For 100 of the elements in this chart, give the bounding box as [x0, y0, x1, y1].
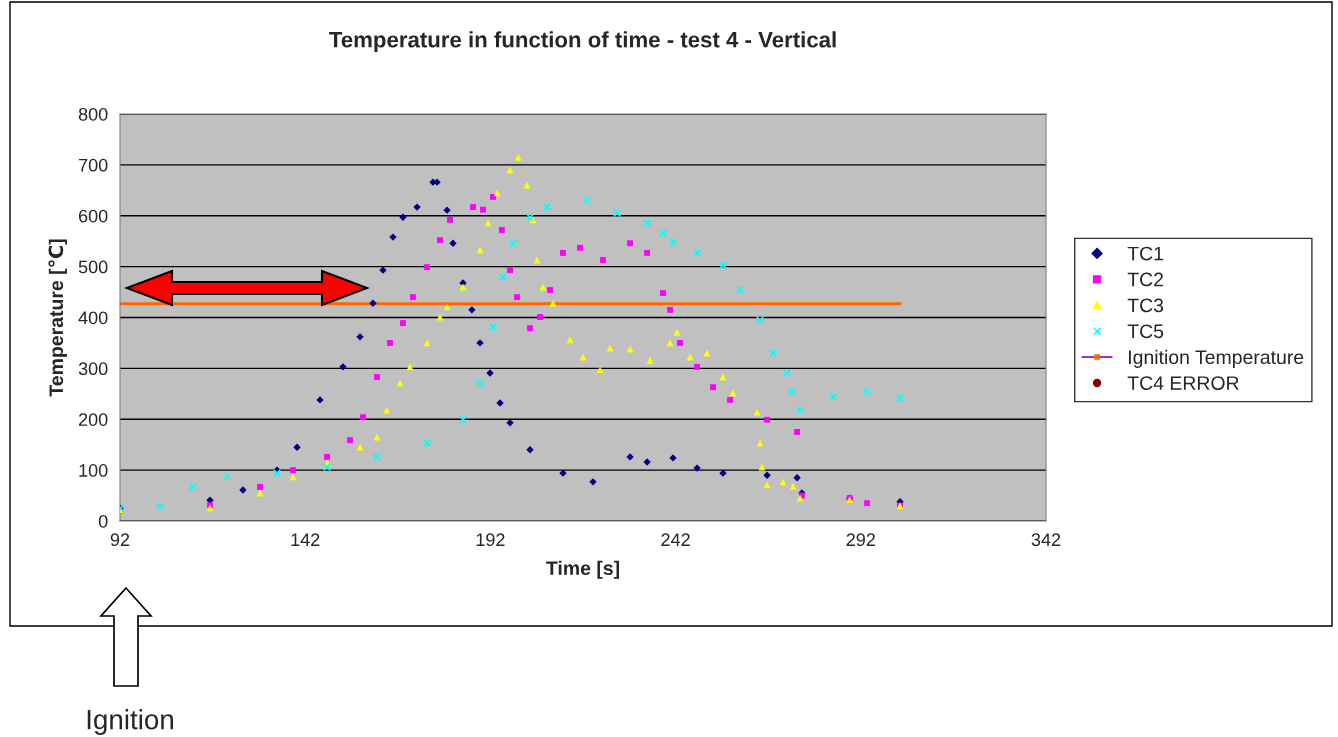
- point: [758, 463, 766, 471]
- point: [537, 314, 543, 320]
- point: [658, 228, 668, 238]
- point: [507, 267, 513, 274]
- x-tick-label: 92: [110, 533, 130, 547]
- point: [493, 189, 501, 197]
- point: [410, 294, 416, 301]
- point: [498, 272, 508, 281]
- point: [289, 473, 297, 481]
- point: [729, 389, 737, 397]
- y-tick-label: 400: [78, 311, 108, 325]
- point: [290, 467, 296, 474]
- point: [542, 203, 552, 212]
- point: [188, 482, 198, 492]
- point: [272, 469, 282, 478]
- point: [549, 299, 557, 307]
- point: [686, 353, 694, 361]
- point: [560, 249, 566, 256]
- point: [582, 195, 592, 205]
- legend-label: TC5: [1127, 324, 1164, 339]
- y-tick-label: 100: [79, 464, 108, 477]
- legend-label: TC4 ERROR: [1127, 376, 1239, 390]
- x-axis-title: Time [s]: [546, 560, 620, 579]
- chart-title: Temperature in function of time - test 4 - Vertical: [329, 31, 836, 52]
- point: [222, 472, 232, 481]
- point: [667, 306, 673, 313]
- point: [764, 416, 771, 423]
- point: [324, 453, 330, 460]
- point: [646, 356, 654, 364]
- point: [779, 478, 787, 486]
- point: [475, 379, 485, 388]
- point: [768, 349, 778, 358]
- point: [422, 439, 432, 448]
- point: [577, 244, 583, 251]
- point: [387, 339, 393, 346]
- point: [596, 366, 604, 374]
- point: [660, 290, 666, 297]
- point: [523, 181, 531, 189]
- point: [666, 339, 674, 347]
- point: [372, 452, 382, 461]
- point: [782, 368, 792, 378]
- y-tick-label: 700: [79, 158, 108, 172]
- point: [423, 339, 431, 347]
- text: Ignition: [87, 709, 173, 735]
- point: [257, 483, 263, 490]
- x-tick-label: 142: [291, 533, 320, 546]
- point: [600, 257, 606, 263]
- point: [627, 240, 633, 247]
- point: [642, 218, 652, 227]
- x-tick-label: 292: [846, 533, 875, 547]
- point: [476, 246, 484, 254]
- point: [677, 339, 683, 346]
- point: [406, 363, 414, 371]
- point: [710, 384, 716, 391]
- legend-label: Ignition Temperature: [1129, 349, 1304, 368]
- point: [692, 248, 702, 257]
- y-tick-label: 200: [78, 413, 108, 426]
- point: [727, 396, 733, 403]
- y-tick-label: 600: [78, 209, 108, 223]
- y-axis-title: Temperature [℃]: [48, 239, 67, 397]
- point: [443, 303, 451, 311]
- point: [547, 287, 553, 293]
- point: [383, 406, 391, 414]
- point: [514, 294, 521, 301]
- point: [787, 387, 796, 396]
- x-tick-label: 192: [476, 533, 505, 547]
- point: [673, 328, 681, 336]
- point: [895, 393, 905, 402]
- point: [356, 443, 364, 451]
- point: [756, 439, 764, 447]
- point: [437, 237, 443, 244]
- point: [400, 320, 406, 327]
- legend-label: TC1: [1127, 246, 1164, 261]
- x-tick-label: 342: [1031, 533, 1061, 547]
- point: [374, 374, 380, 380]
- point: [514, 153, 522, 161]
- point: [703, 349, 711, 357]
- point: [644, 249, 651, 256]
- point: [480, 206, 486, 213]
- point: [735, 285, 745, 295]
- point: [508, 239, 518, 248]
- point: [566, 336, 574, 344]
- point: [360, 414, 366, 421]
- point: [794, 429, 801, 435]
- point: [668, 238, 678, 247]
- point: [424, 264, 431, 271]
- y-tick-label: 800: [78, 107, 108, 121]
- y-tick-label: 500: [78, 260, 108, 274]
- point: [527, 325, 533, 332]
- point: [458, 415, 468, 424]
- point: [694, 363, 701, 370]
- point: [396, 379, 404, 387]
- point: [447, 216, 453, 223]
- x-tick-label: 242: [661, 533, 690, 546]
- point: [753, 408, 761, 416]
- point: [484, 219, 492, 227]
- point: [718, 261, 728, 270]
- point: [612, 209, 622, 218]
- point: [322, 462, 332, 472]
- point: [755, 315, 765, 325]
